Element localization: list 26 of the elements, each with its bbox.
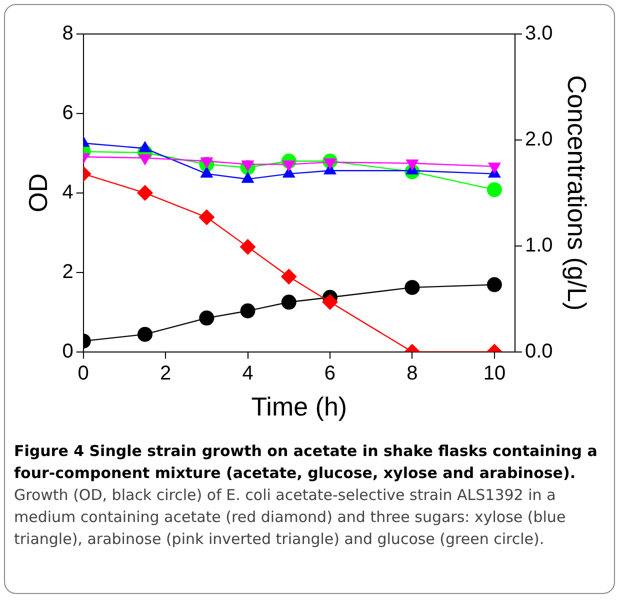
- y2-tick-label: 3.0: [524, 22, 553, 45]
- x-tick-label: 2: [160, 362, 172, 384]
- caption: Figure 4 Single strain growth on acetate in shake flasks containing a four-component mixture (acetate, glucose, xylose and arabinose).: [14, 442, 598, 482]
- y2-axis-title: Concentrations (g/L): [562, 75, 592, 311]
- y2-tick-label: 0.0: [524, 340, 553, 362]
- x-tick-label: 10: [483, 362, 506, 384]
- y2-tick-label: 1.0: [524, 234, 553, 256]
- y-tick-label: 6: [62, 102, 74, 124]
- point: [240, 303, 256, 318]
- y-tick-label: 4: [62, 181, 74, 204]
- x-tick-label: 4: [242, 362, 254, 384]
- y2-tick-label: 2.0: [524, 128, 553, 150]
- x-tick-label: 0: [78, 362, 89, 384]
- x-tick-label: 8: [406, 362, 418, 384]
- x-tick-label: 6: [324, 362, 336, 384]
- point: [199, 310, 214, 326]
- y-axis-title: OD: [22, 173, 53, 212]
- y-tick-label: 0: [62, 340, 74, 362]
- point: [486, 277, 502, 292]
- y-tick-label: 8: [62, 22, 74, 45]
- y-tick-label: 2: [62, 260, 74, 283]
- x-axis-title: Time (h): [251, 392, 348, 422]
- point: [137, 326, 152, 342]
- point: [281, 294, 296, 310]
- text: Growth (OD, black circle) of E. coli acetate-selective strain ALS1392 in a medium containing acetate (red diamond) and three sugars: xylose (blue triangle), arabinose (pink inverted triangle) and glucose (green circle).: [14, 486, 566, 548]
- point: [404, 280, 420, 295]
